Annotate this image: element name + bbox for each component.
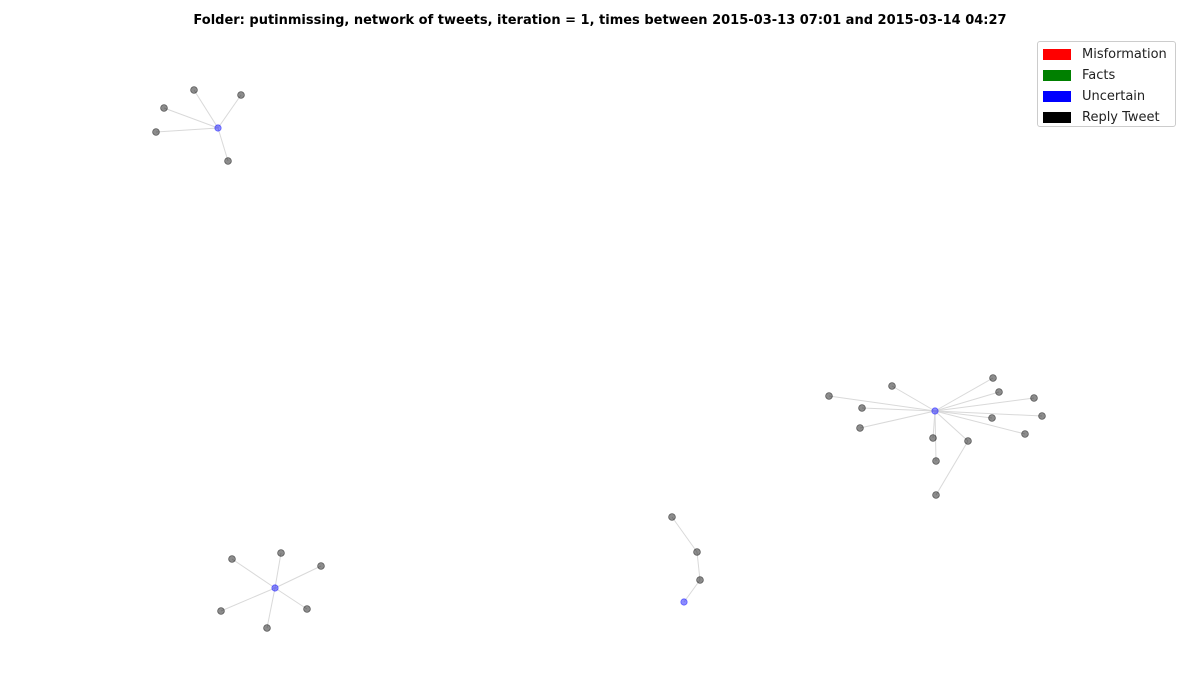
graph-edge [671,516,698,553]
legend-label-facts: Facts [1082,67,1116,83]
reply-tweet-node [696,576,704,584]
graph-edge [935,440,969,496]
graph-edge [274,587,308,610]
graph-edge [217,94,242,129]
graph-edge [696,551,701,581]
reply-tweet-node [224,157,232,165]
legend-item-facts: Facts [1043,67,1115,83]
legend-swatch-uncertain [1043,90,1071,102]
legend-swatch-reply-tweet [1043,111,1071,123]
reply-tweet-node [693,548,701,556]
graph-edge [220,587,276,612]
legend-label-uncertain: Uncertain [1082,88,1146,104]
reply-tweet-node [303,605,311,613]
figure-title: Folder: putinmissing, network of tweets,… [193,13,1007,28]
reply-tweet-node [228,555,236,563]
graph-edge [683,579,701,603]
reply-tweet-node [989,374,997,382]
reply-tweet-node [1030,394,1038,402]
graph-edge [163,107,219,129]
reply-tweet-node [932,491,940,499]
legend: Misformation Facts Uncertain Reply Tweet [1037,41,1176,127]
legend-item-misformation: Misformation [1043,46,1167,62]
reply-tweet-node [668,513,676,521]
uncertain-tweet-node [680,598,688,606]
graph-edge [274,552,282,589]
graph-edge [155,127,219,133]
legend-swatch-misformation [1043,48,1071,60]
edges-layer [155,89,1043,629]
reply-tweet-node [1021,430,1029,438]
reply-tweet-node [825,392,833,400]
reply-tweet-node [217,607,225,615]
graph-edge [266,587,276,629]
reply-tweet-node [888,382,896,390]
uncertain-tweet-node [271,584,279,592]
reply-tweet-node [995,388,1003,396]
graph-edge [934,397,1035,412]
graph-edge [231,558,276,589]
legend-item-reply-tweet: Reply Tweet [1043,109,1160,125]
legend-item-uncertain: Uncertain [1043,88,1145,104]
reply-tweet-node [160,104,168,112]
reply-tweet-node [237,91,245,99]
graph-edge [891,385,936,412]
reply-tweet-node [263,624,271,632]
uncertain-tweet-node [931,407,939,415]
graph-edge [217,127,229,162]
graph-edge [934,410,1026,435]
graph-edge [934,410,969,442]
reply-tweet-node [964,437,972,445]
legend-swatch-facts [1043,69,1071,81]
reply-tweet-node [929,434,937,442]
reply-tweet-node [988,414,996,422]
reply-tweet-node [1038,412,1046,420]
nodes-layer [152,86,1046,632]
graph-edge [861,407,936,412]
graph-edge [934,410,1043,417]
reply-tweet-node [932,457,940,465]
graph-edge [828,395,936,412]
graph-edge [859,410,936,429]
graph-edge [274,565,322,589]
reply-tweet-node [277,549,285,557]
reply-tweet-node [856,424,864,432]
graph-edge [934,391,1000,412]
graph-edge [934,377,994,412]
reply-tweet-node [190,86,198,94]
graph-edge [193,89,219,129]
reply-tweet-node [317,562,325,570]
reply-tweet-node [152,128,160,136]
reply-tweet-node [858,404,866,412]
uncertain-tweet-node [214,124,222,132]
legend-label-reply-tweet: Reply Tweet [1082,109,1160,125]
legend-label-misformation: Misformation [1082,46,1167,62]
graph-edge [934,410,993,419]
